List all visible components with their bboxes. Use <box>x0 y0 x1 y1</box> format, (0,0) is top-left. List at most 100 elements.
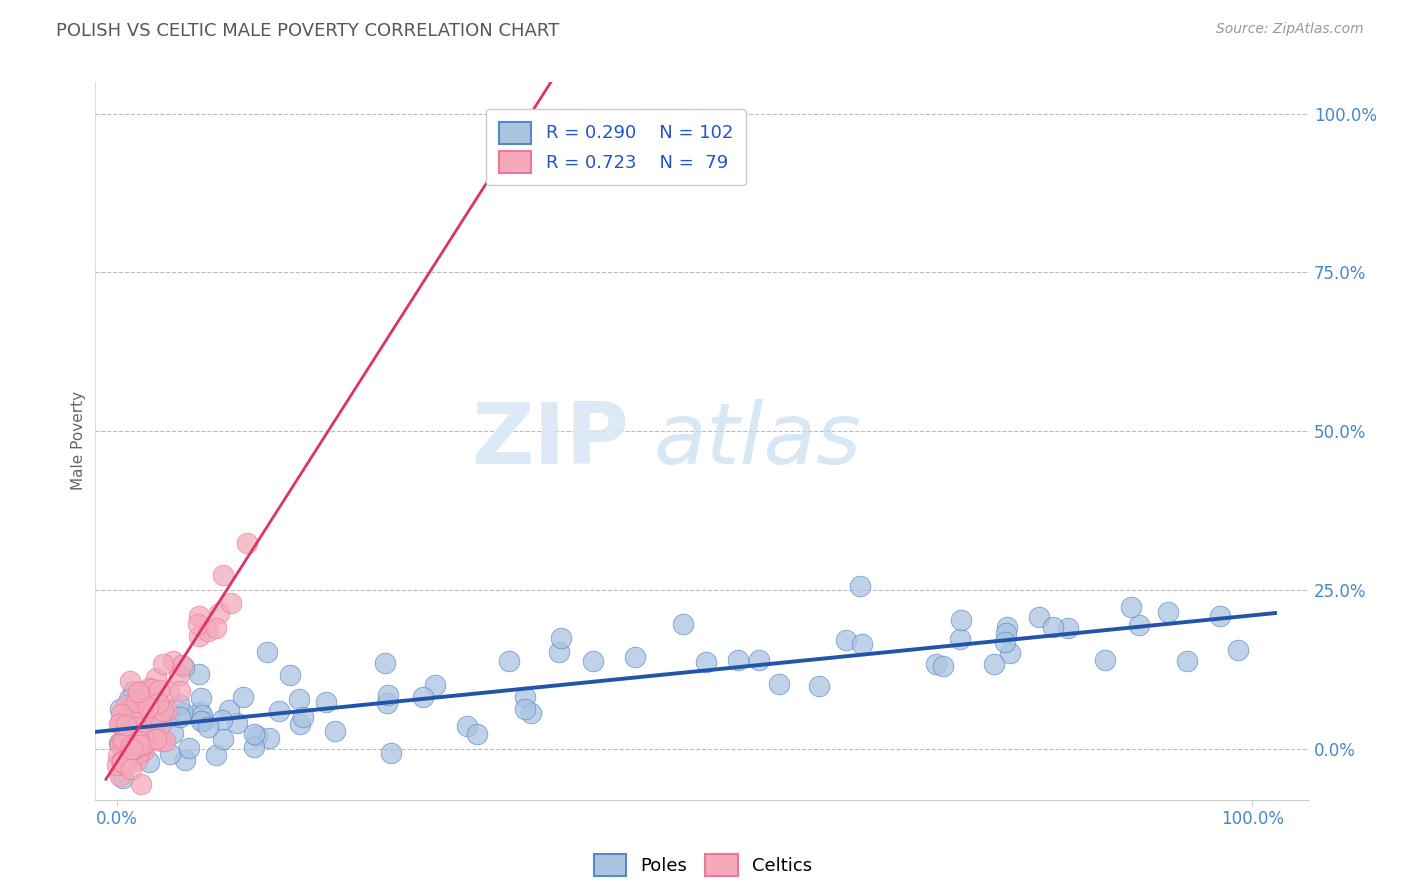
Point <box>142 714 165 729</box>
Point <box>127 722 149 736</box>
Point <box>932 658 955 673</box>
Point <box>1128 618 1150 632</box>
Point <box>188 705 211 719</box>
Point <box>520 706 543 720</box>
Point <box>849 579 872 593</box>
Point <box>170 658 193 673</box>
Point <box>127 685 149 699</box>
Point <box>1175 654 1198 668</box>
Point <box>994 635 1017 649</box>
Point <box>269 704 291 718</box>
Point <box>118 739 141 754</box>
Point <box>124 739 146 753</box>
Point <box>108 717 131 731</box>
Point <box>120 728 142 742</box>
Point <box>121 683 143 698</box>
Point <box>112 733 135 747</box>
Point <box>236 536 259 550</box>
Text: Source: ZipAtlas.com: Source: ZipAtlas.com <box>1216 22 1364 37</box>
Point <box>121 741 143 756</box>
Point <box>108 736 131 750</box>
Point <box>225 716 247 731</box>
Point <box>105 758 128 772</box>
Point <box>117 730 139 744</box>
Point <box>835 632 858 647</box>
Point <box>1056 621 1078 635</box>
Point <box>550 631 572 645</box>
Point <box>152 704 174 718</box>
Point <box>167 667 190 681</box>
Point <box>135 698 157 713</box>
Point <box>727 653 749 667</box>
Point <box>110 706 132 721</box>
Point <box>191 707 214 722</box>
Point <box>162 654 184 668</box>
Point <box>127 724 149 739</box>
Point <box>169 684 191 698</box>
Point <box>122 723 145 737</box>
Point <box>134 684 156 698</box>
Point <box>288 692 311 706</box>
Point <box>124 709 146 723</box>
Point <box>125 695 148 709</box>
Point <box>547 645 569 659</box>
Point <box>124 739 146 753</box>
Point <box>114 758 136 772</box>
Point <box>672 617 695 632</box>
Point <box>132 699 155 714</box>
Point <box>380 746 402 760</box>
Point <box>768 677 790 691</box>
Point <box>149 717 172 731</box>
Point <box>120 762 142 776</box>
Point <box>995 620 1018 634</box>
Point <box>115 718 138 732</box>
Point <box>152 657 174 671</box>
Point <box>138 756 160 770</box>
Point <box>187 608 209 623</box>
Point <box>374 657 396 671</box>
Point <box>624 649 647 664</box>
Point <box>169 698 191 712</box>
Point <box>425 677 447 691</box>
Point <box>128 696 150 710</box>
Point <box>121 734 143 748</box>
Point <box>291 710 314 724</box>
Point <box>1028 610 1050 624</box>
Legend: R = 0.290    N = 102, R = 0.723    N =  79: R = 0.290 N = 102, R = 0.723 N = 79 <box>486 109 745 186</box>
Point <box>149 716 172 731</box>
Point <box>323 723 346 738</box>
Point <box>150 734 173 748</box>
Point <box>375 696 398 710</box>
Point <box>125 753 148 767</box>
Point <box>159 747 181 761</box>
Point <box>193 714 215 728</box>
Point <box>148 729 170 743</box>
Point <box>465 727 488 741</box>
Point <box>141 704 163 718</box>
Point <box>129 777 152 791</box>
Point <box>128 746 150 760</box>
Point <box>114 716 136 731</box>
Point <box>851 637 873 651</box>
Point <box>145 671 167 685</box>
Point <box>807 679 830 693</box>
Point <box>188 629 211 643</box>
Point <box>377 688 399 702</box>
Point <box>157 710 180 724</box>
Point <box>108 716 131 731</box>
Point <box>211 731 233 746</box>
Point <box>134 743 156 757</box>
Point <box>983 657 1005 671</box>
Point <box>127 712 149 726</box>
Point <box>145 731 167 746</box>
Point <box>205 748 228 763</box>
Point <box>243 740 266 755</box>
Point <box>118 692 141 706</box>
Point <box>121 738 143 752</box>
Point <box>190 714 212 728</box>
Point <box>118 674 141 689</box>
Point <box>232 690 254 704</box>
Point <box>139 729 162 743</box>
Point <box>136 700 159 714</box>
Point <box>212 567 235 582</box>
